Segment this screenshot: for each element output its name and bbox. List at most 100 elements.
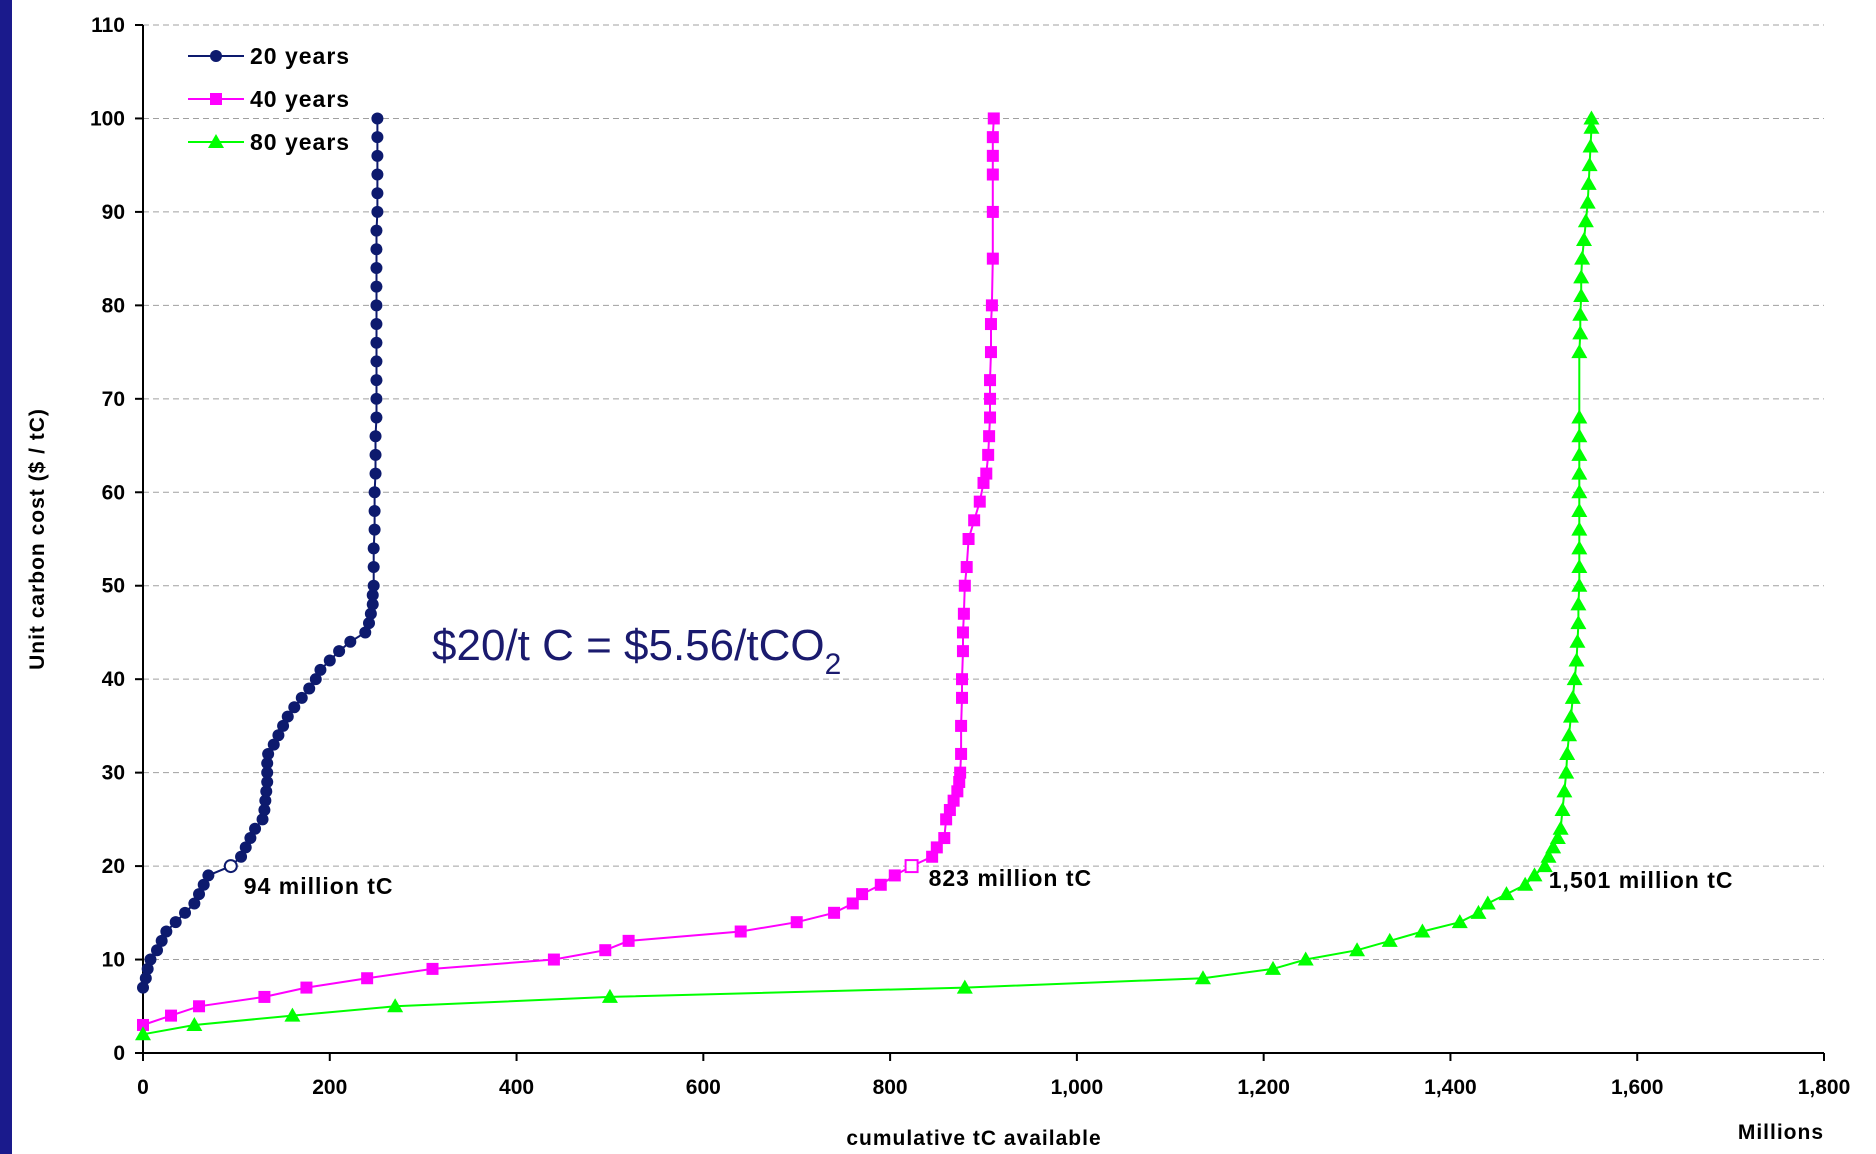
data-point — [1568, 652, 1585, 667]
data-point — [601, 988, 618, 1003]
data-point — [193, 1000, 206, 1013]
chart-area-background — [12, 0, 1876, 1154]
data-point — [846, 897, 859, 910]
data-point — [986, 252, 999, 265]
data-point — [1571, 484, 1588, 499]
legend-label: 20 years — [250, 43, 350, 69]
annotation-label: 1,501 million tC — [1549, 867, 1734, 893]
tick-labels: 0 10 20 30 40 50 60 70 80 90 100 110 0 200 400 600 800 1,… — [90, 14, 1850, 1099]
data-point — [1574, 250, 1591, 265]
data-point — [371, 205, 384, 218]
data-point — [1498, 886, 1515, 901]
annotation-label: 94 million tC — [244, 873, 394, 899]
data-point — [179, 906, 192, 919]
data-point — [370, 299, 383, 312]
data-point — [856, 888, 869, 901]
data-point — [984, 346, 997, 359]
data-point — [962, 533, 975, 545]
data-point — [734, 925, 747, 938]
data-point — [303, 682, 316, 695]
data-point — [186, 1016, 203, 1031]
y-tick-label: 0 — [113, 1042, 125, 1065]
data-point — [188, 897, 201, 910]
data-point — [1381, 932, 1398, 947]
data-point — [333, 645, 346, 658]
data-point — [1559, 745, 1576, 760]
data-point — [135, 1026, 151, 1041]
data-point — [977, 476, 990, 489]
data-point — [361, 972, 374, 985]
annotation-label: 823 million tC — [929, 865, 1093, 891]
data-point — [926, 850, 939, 863]
y-tick-label: 60 — [102, 481, 125, 504]
data-point — [1517, 876, 1534, 891]
data-point — [367, 579, 380, 592]
data-point — [137, 1018, 149, 1031]
data-point — [359, 626, 372, 639]
data-point — [1545, 839, 1562, 854]
x-axis-unit: Millions — [1738, 1121, 1824, 1144]
data-point — [1265, 960, 1282, 975]
data-point — [956, 645, 969, 658]
data-point — [1577, 213, 1594, 228]
data-point — [239, 841, 252, 854]
data-point — [1571, 428, 1588, 443]
data-point — [202, 869, 215, 882]
data-point — [1581, 157, 1598, 172]
x-tick-label: 1,000 — [1051, 1076, 1104, 1099]
data-point — [272, 729, 285, 742]
data-point — [1573, 269, 1590, 284]
data-point — [1571, 409, 1588, 424]
data-point — [973, 495, 986, 508]
data-point — [1580, 175, 1597, 190]
data-point — [1571, 502, 1588, 517]
data-point — [261, 775, 274, 788]
data-point — [1554, 802, 1571, 817]
data-point — [371, 112, 384, 125]
data-point — [1571, 344, 1588, 359]
data-point — [258, 990, 271, 1003]
data-point — [300, 981, 313, 994]
data-point — [261, 757, 274, 770]
x-tick-label: 600 — [686, 1076, 721, 1099]
data-point — [956, 626, 969, 639]
data-point — [984, 411, 997, 424]
y-tick-label: 20 — [102, 855, 125, 878]
data-point — [368, 486, 381, 499]
data-point — [986, 205, 999, 218]
data-point — [1451, 914, 1468, 929]
data-point — [151, 944, 164, 957]
data-point — [1349, 942, 1366, 957]
data-point — [295, 691, 308, 704]
data-point — [260, 785, 273, 798]
legend-marker — [210, 93, 222, 105]
data-point — [323, 654, 336, 667]
data-point — [984, 374, 997, 387]
data-point — [947, 794, 960, 807]
data-point — [366, 589, 379, 602]
data-point — [277, 719, 290, 732]
data-point — [1571, 559, 1588, 574]
y-axis-title: Unit carbon cost ($ / tC) — [26, 408, 49, 670]
data-point — [1540, 848, 1557, 863]
data-point — [258, 804, 271, 817]
axes — [142, 25, 1824, 1054]
data-point — [244, 832, 257, 845]
data-point — [370, 336, 383, 349]
data-point — [1579, 194, 1596, 209]
y-tick-label: 90 — [102, 201, 125, 224]
data-point — [368, 504, 381, 517]
series-markers — [135, 110, 1600, 1041]
data-point — [790, 916, 803, 929]
data-point — [983, 430, 996, 443]
data-point — [622, 934, 635, 947]
data-point — [1194, 970, 1211, 985]
data-point — [1570, 596, 1587, 611]
data-point — [281, 710, 294, 723]
data-point — [370, 355, 383, 368]
data-point — [371, 187, 384, 200]
data-point — [957, 607, 970, 620]
conversion-callout: $20/t C = $5.56/tCO2 — [432, 621, 841, 681]
data-point — [984, 392, 997, 405]
